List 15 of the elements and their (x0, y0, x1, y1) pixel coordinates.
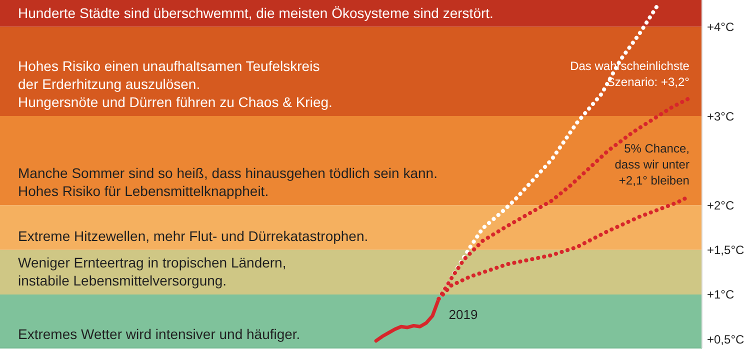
band-label: Weniger Ernteertrag in tropischen Ländern, instabile Lebensmittelversorgung. (18, 254, 286, 288)
band-label: Hohes Risiko einen unaufhaltsamen Teufelskreis der Erderhitzung auszulösen. Hungersnöte und Dürren führen zu Chaos & Krieg. (18, 58, 332, 110)
y-tick-label: +4°C (707, 20, 734, 34)
series-label: 5% Chance, dass wir unter +2,1° bleiben (614, 141, 690, 188)
y-tick-label: +2°C (707, 198, 734, 212)
band-label: Hunderte Städte sind überschwemmt, die meisten Ökosysteme sind zerstört. (18, 4, 494, 21)
band-label: Extreme Hitzewellen, mehr Flut- und Dürrekatastrophen. (18, 228, 368, 244)
band-label: Extremes Wetter wird intensiver und häufiger. (18, 326, 300, 342)
y-tick-label: +3°C (707, 109, 734, 124)
y-tick-label: +1°C (707, 288, 734, 302)
annotation: 2019 (448, 306, 478, 322)
y-tick-label: +1,5°C (707, 243, 744, 258)
y-tick-label: +0,5°C (707, 332, 744, 346)
band-label: Manche Sommer sind so heiß, dass hinausgehen tödlich sein kann. Hohes Risiko für Lebensmittelknappheit. (18, 165, 438, 200)
series-label: Das wahrscheinlichste Szenario: +3,2° (570, 59, 690, 90)
